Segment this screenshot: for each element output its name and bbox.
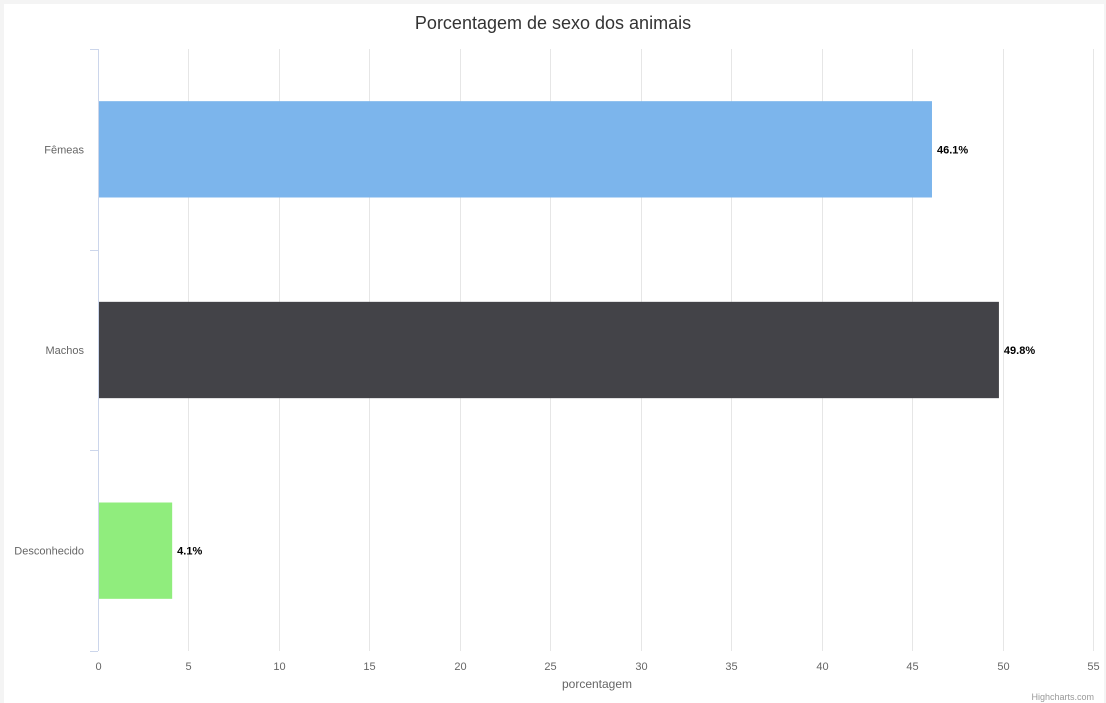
category-label: Machos — [45, 345, 84, 357]
chart-title: Porcentagem de sexo dos animais — [415, 13, 691, 33]
bar[interactable] — [99, 101, 932, 198]
x-tick-label: 0 — [95, 661, 101, 673]
x-tick-label: 25 — [544, 661, 556, 673]
x-tick-label: 20 — [454, 661, 466, 673]
value-axis: 0 5 10 15 20 25 30 35 40 45 50 55 — [95, 661, 1099, 673]
credits-link[interactable]: Highcharts.com — [1031, 692, 1094, 702]
category-label: Desconhecido — [14, 546, 84, 558]
x-tick-label: 10 — [273, 661, 285, 673]
data-label: 49.8% — [1004, 345, 1035, 357]
category-label: Fêmeas — [44, 144, 84, 156]
data-label: 4.1% — [177, 546, 202, 558]
bar[interactable] — [99, 502, 173, 599]
x-tick-label: 15 — [363, 661, 375, 673]
x-tick-label: 55 — [1087, 661, 1099, 673]
x-tick-label: 35 — [725, 661, 737, 673]
x-tick-label: 40 — [816, 661, 828, 673]
x-tick-label: 30 — [635, 661, 647, 673]
category-axis: Fêmeas Machos Desconhecido — [14, 49, 99, 652]
bar[interactable] — [99, 301, 999, 399]
x-axis-title: porcentagem — [562, 677, 632, 691]
x-tick-label: 50 — [997, 661, 1009, 673]
data-label: 46.1% — [937, 144, 968, 156]
x-tick-label: 45 — [906, 661, 918, 673]
x-tick-label: 5 — [185, 661, 191, 673]
bars: 46.1% 49.8% 4.1% — [99, 101, 1035, 599]
